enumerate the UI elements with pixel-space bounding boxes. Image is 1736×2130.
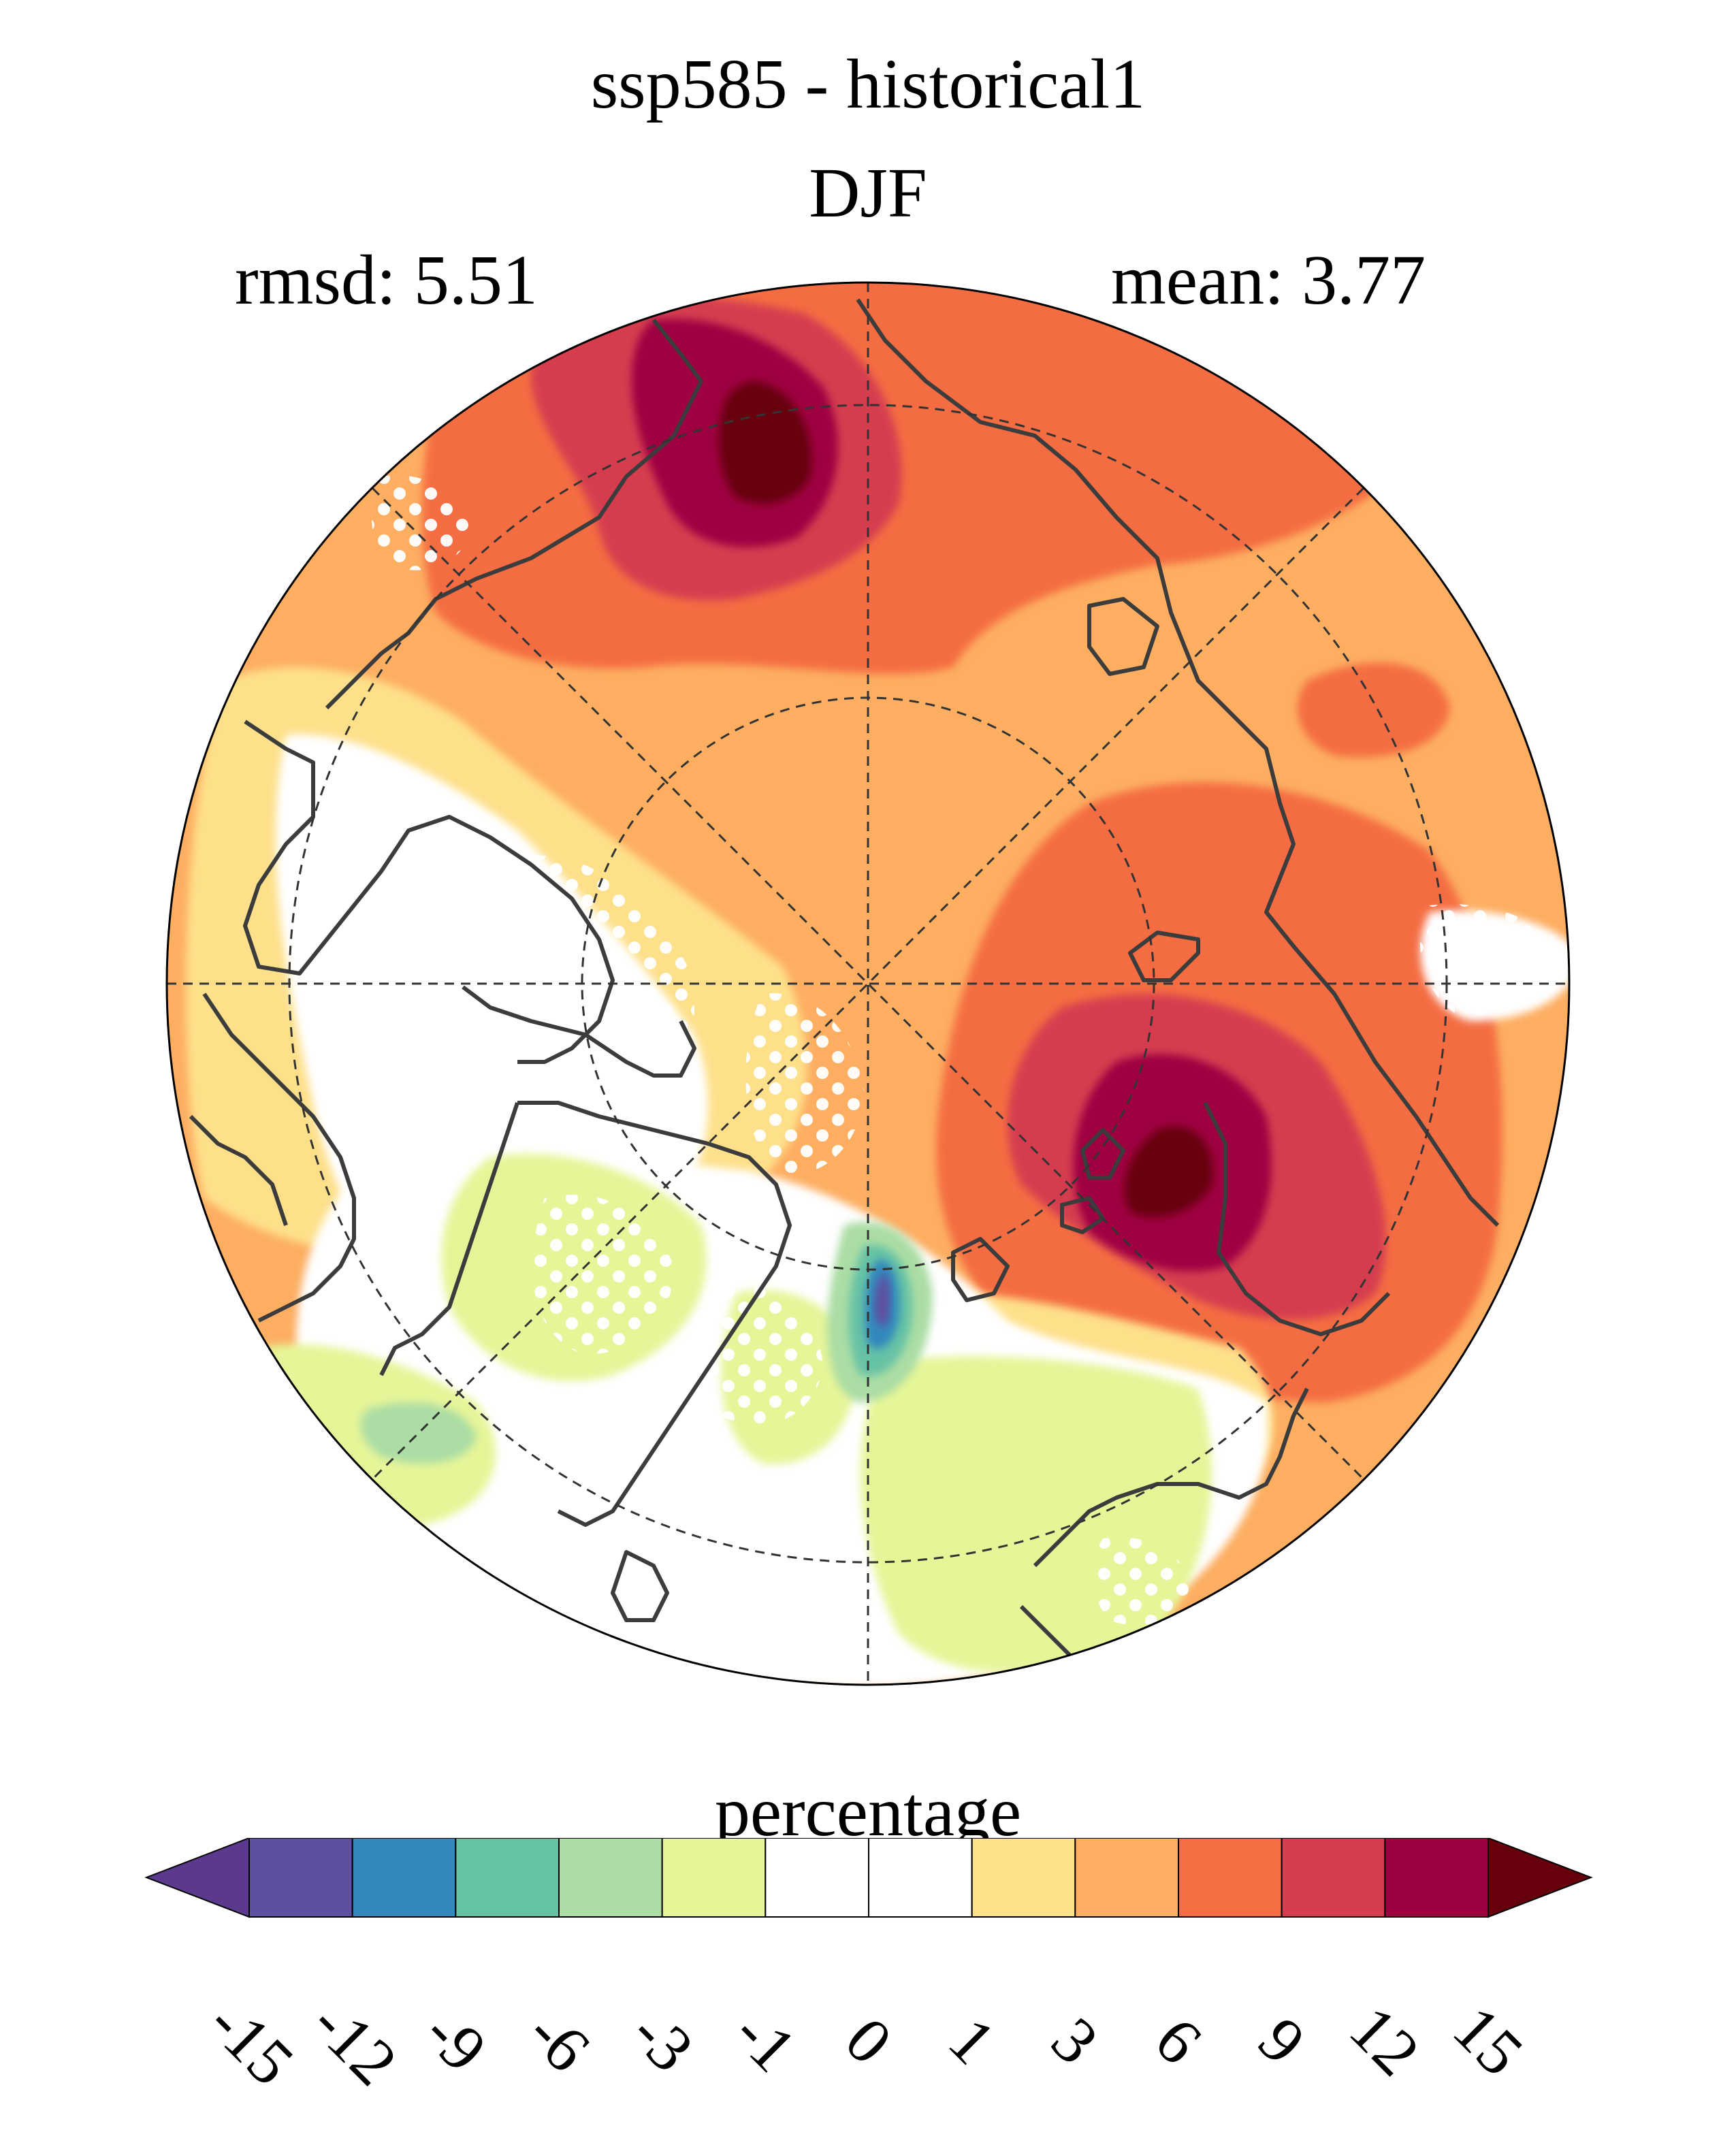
stipple-region-pacific-rim <box>372 475 470 570</box>
colorbar-label: percentage <box>714 1773 1022 1851</box>
stipple-region-canada <box>280 747 496 1012</box>
stipple-region-baffin <box>508 855 694 1103</box>
coastline-greenland-west <box>379 1102 519 1376</box>
colorbar <box>144 1838 1593 1918</box>
colorbar-tick-label: 6 <box>1141 2003 1217 2078</box>
colorbar-tick-label: 3 <box>1038 2003 1113 2078</box>
figure-title: ssp585 - historical1 <box>590 45 1146 123</box>
coastline-novaya-zemlya <box>1203 1101 1391 1336</box>
colorbar-box <box>868 1838 973 1918</box>
colorbar-box <box>971 1838 1076 1918</box>
coastline-labrador <box>189 1114 288 1226</box>
coastlines <box>189 298 1500 1685</box>
coastline-greenland <box>517 1101 792 1527</box>
map-boundary <box>165 281 1571 1686</box>
stipple-region-east-rim <box>1419 904 1566 1016</box>
polar-map <box>165 281 1571 1686</box>
colorbar-box <box>558 1838 663 1918</box>
coastline-svalbard <box>1080 1128 1125 1180</box>
colorbar-tick-label: 0 <box>831 2003 907 2078</box>
coastline-iceland <box>951 1237 1010 1302</box>
coastline-franz-josef <box>1060 1196 1105 1234</box>
colorbar-box <box>1074 1838 1180 1918</box>
colorbar-box <box>765 1838 870 1918</box>
coastline-uk <box>611 1550 669 1622</box>
stipple-region-north-atlantic <box>700 1278 824 1425</box>
mean-label: mean: 3.77 <box>1111 241 1426 319</box>
coastline-islands-north <box>1087 597 1159 676</box>
field-moderate-positive-rim <box>1297 662 1450 758</box>
colorbar-tick-label: 12 <box>1336 1991 1434 2090</box>
field-low-negative-southwest <box>360 1402 477 1464</box>
field-slight-negative-europe <box>860 1356 1212 1673</box>
meridian-diag-1 <box>371 487 1365 1481</box>
colorbar-tick-label: -15 <box>195 1986 308 2099</box>
colorbar-box <box>351 1838 457 1918</box>
significance-stippling <box>280 475 1566 1626</box>
coastline-ellesmere <box>462 985 696 1078</box>
stipple-region-arctic-west <box>745 993 865 1174</box>
colorbar-under-triangle <box>144 1838 250 1918</box>
field-extreme-positive-bering <box>719 381 811 504</box>
colorbar-box <box>1384 1838 1490 1918</box>
coastline-siberia-north <box>856 298 1500 1227</box>
field-strong-negative-iceland <box>874 1273 890 1327</box>
colorbar-tick-label: -6 <box>514 1995 605 2086</box>
colorbar-tick-label: -12 <box>298 1986 411 2099</box>
colorbar-tick-label: -9 <box>411 1995 501 2086</box>
rmsd-label: rmsd: 5.51 <box>235 241 538 319</box>
colorbar-tick-label: -1 <box>720 1995 811 2086</box>
coastline-alaska-siberia <box>325 319 703 710</box>
colorbar-box <box>455 1838 560 1918</box>
colorbar-boxes <box>248 1838 1490 1918</box>
coastline-canadian-archipelago <box>243 720 615 1064</box>
colorbar-box <box>661 1838 767 1918</box>
colorbar-tick-label: 15 <box>1439 1991 1538 2090</box>
colorbar-box <box>248 1838 353 1918</box>
coastline-taymyr <box>1128 931 1200 982</box>
colorbar-tick-label: 9 <box>1244 2003 1319 2078</box>
colorbar-over-triangle <box>1488 1838 1593 1918</box>
coastline-scandinavia <box>1033 1387 1309 1568</box>
colorbar-tick-label: 1 <box>935 2003 1010 2078</box>
graticule <box>167 283 1569 1685</box>
season-label: DJF <box>809 154 927 232</box>
colorbar-tick-label: -3 <box>617 1995 708 2086</box>
meridian-diag-2 <box>371 487 1365 1481</box>
stipple-region-scandinavia <box>1093 1537 1191 1626</box>
stipple-region-greenland <box>532 1194 674 1355</box>
coastline-hudson <box>202 993 356 1323</box>
colorbar-box <box>1281 1838 1386 1918</box>
colorbar-box <box>1178 1838 1283 1918</box>
field-extreme-positive-siberia <box>1125 1126 1213 1217</box>
